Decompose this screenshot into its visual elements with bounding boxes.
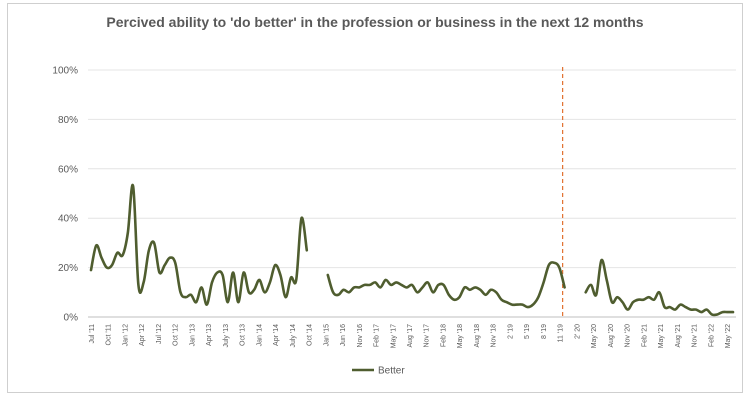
x-tick-label: Feb '22 xyxy=(708,324,715,347)
x-tick-label: Oct '11 xyxy=(106,324,113,346)
x-tick-label: May '22 xyxy=(725,324,732,348)
y-tick-label: 0% xyxy=(64,313,79,324)
x-tick-label: Feb '18 xyxy=(440,324,447,347)
y-tick-label: 80% xyxy=(58,115,78,126)
series-line-segment-2 xyxy=(326,261,566,309)
x-tick-label: Nov '18 xyxy=(491,324,498,348)
x-tick-label: 11 '19 xyxy=(558,324,565,342)
x-tick-label: May '17 xyxy=(390,324,397,348)
x-tick-label: Jan '12 xyxy=(122,324,129,346)
y-tick-label: 100% xyxy=(52,66,78,77)
x-tick-label: Nov '16 xyxy=(357,324,364,348)
x-tick-label: 5 '19 xyxy=(524,324,531,339)
x-tick-label: 8 '19 xyxy=(541,324,548,339)
x-tick-label: Apr '12 xyxy=(139,324,146,346)
x-tick-label: Feb '21 xyxy=(641,324,648,347)
x-tick-label: Nov '21 xyxy=(692,324,699,348)
x-tick-label: Apr '14 xyxy=(273,324,280,346)
x-tick-label: July '13 xyxy=(223,324,230,348)
x-tick-label: Jul '12 xyxy=(156,324,163,344)
x-tick-label: Oct '13 xyxy=(240,324,247,346)
x-tick-label: Nov '20 xyxy=(625,324,632,348)
x-tick-label: Jan '14 xyxy=(256,324,263,346)
x-tick-label: Oct '14 xyxy=(307,324,314,346)
x-tick-label: May '20 xyxy=(591,324,598,348)
chart-title: Percived ability to 'do better' in the p… xyxy=(106,14,644,30)
x-tick-label: 2 '19 xyxy=(507,324,514,339)
x-tick-label: Jun '16 xyxy=(340,324,347,346)
x-tick-label: Aug '18 xyxy=(474,324,481,348)
y-tick-label: 60% xyxy=(58,164,78,175)
series-line-segment-3 xyxy=(584,258,735,317)
x-tick-label: May '18 xyxy=(457,324,464,348)
x-tick-label: Apr '13 xyxy=(206,324,213,346)
x-tick-label: 2' 20 xyxy=(574,324,581,339)
x-tick-label: May '21 xyxy=(658,324,665,348)
y-tick-label: 20% xyxy=(58,263,78,274)
x-tick-label: Jan '15 xyxy=(323,324,330,346)
legend-label: Better xyxy=(378,366,405,377)
x-tick-label: Aug '20 xyxy=(608,324,615,348)
x-tick-label: Feb '17 xyxy=(374,324,381,347)
x-tick-label: Jul '11 xyxy=(89,324,96,344)
x-tick-label: Nov '17 xyxy=(424,324,431,348)
x-tick-label: Aug '21 xyxy=(675,324,682,348)
x-tick-label: Oct '12 xyxy=(173,324,180,346)
x-tick-label: July '14 xyxy=(290,324,297,348)
series-line-segment-1 xyxy=(89,183,309,306)
y-tick-label: 40% xyxy=(58,214,78,225)
x-tick-label: Aug '17 xyxy=(407,324,414,348)
x-tick-label: Jan '13 xyxy=(189,324,196,346)
